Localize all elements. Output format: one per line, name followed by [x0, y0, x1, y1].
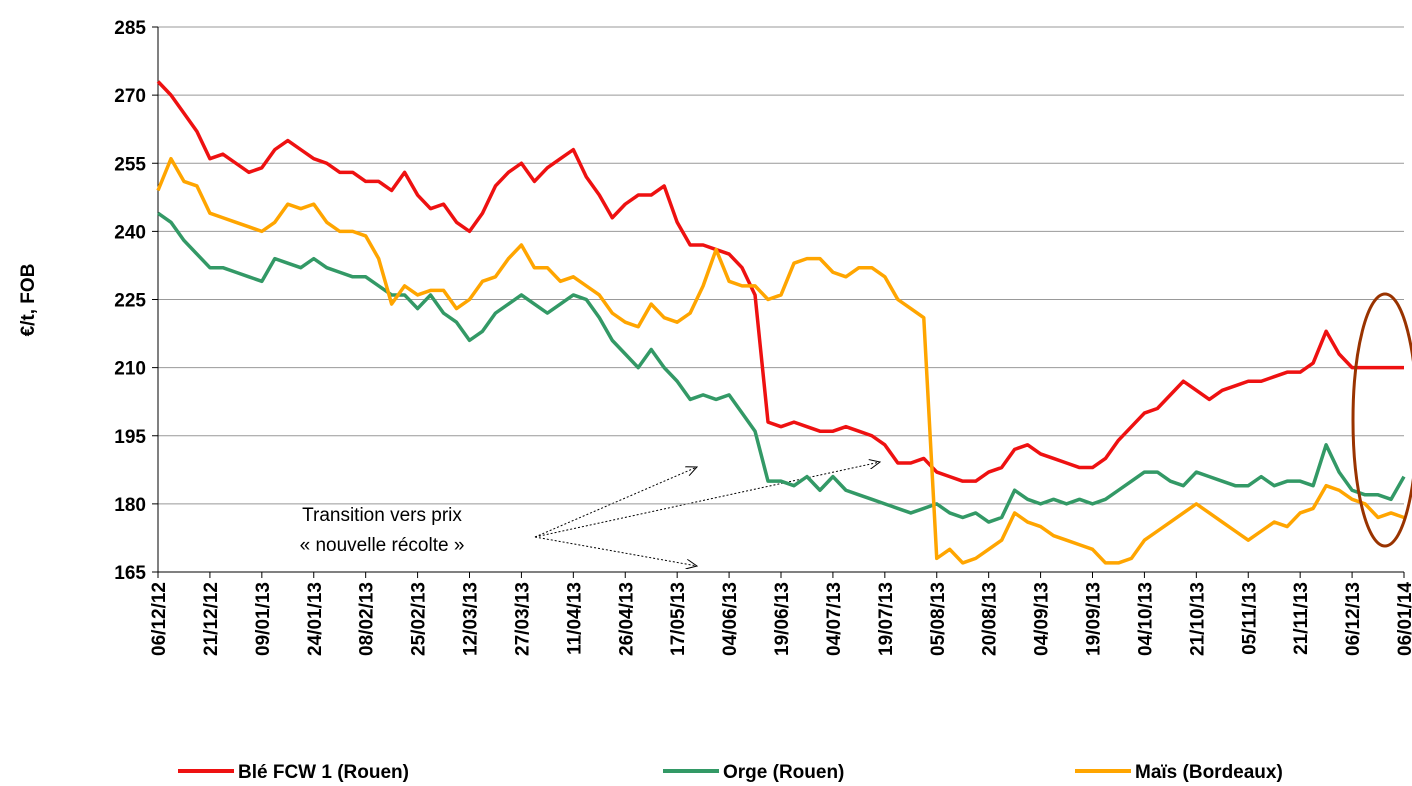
- x-tick-label: 11/04/13: [564, 582, 585, 655]
- x-tick-label: 04/07/13: [824, 582, 845, 656]
- x-tick-label: 06/12/12: [149, 582, 170, 656]
- y-tick-label: 240: [114, 222, 146, 243]
- x-tick-label: 17/05/13: [668, 582, 689, 656]
- x-tick-label: 08/02/13: [357, 582, 378, 656]
- x-tick-label: 26/04/13: [616, 582, 637, 656]
- x-tick-label: 12/03/13: [461, 582, 482, 656]
- x-tick-label: 19/09/13: [1084, 582, 1105, 656]
- x-tick-label: 20/08/13: [980, 582, 1001, 656]
- x-tick-label: 21/11/13: [1291, 582, 1312, 655]
- x-tick-label: 06/12/13: [1343, 582, 1364, 656]
- y-tick-label: 255: [114, 154, 146, 175]
- x-tick-label: 21/10/13: [1187, 582, 1208, 656]
- x-tick-label: 04/10/13: [1135, 582, 1156, 656]
- y-tick-label: 270: [114, 86, 146, 107]
- legend-label: Orge (Rouen): [723, 762, 844, 783]
- series-line: [156, 156, 1405, 565]
- x-tick-label: 21/12/12: [201, 582, 222, 656]
- x-tick-label: 05/08/13: [928, 582, 949, 656]
- highlight-ellipse: [1351, 292, 1412, 548]
- x-tick-label: 09/01/13: [253, 582, 274, 656]
- x-tick-label: 06/01/14: [1395, 582, 1412, 656]
- y-tick-label: 285: [114, 18, 146, 39]
- arrows: [534, 462, 880, 566]
- series-line: [156, 80, 1404, 483]
- annotation: Transition vers prix: [302, 505, 462, 526]
- x-tick-label: 24/01/13: [305, 582, 326, 656]
- y-tick-label: 210: [114, 359, 146, 380]
- legend-label: Maïs (Bordeaux): [1135, 762, 1283, 783]
- x-tick-label: 04/09/13: [1032, 582, 1053, 656]
- x-tick-label: 27/03/13: [512, 582, 533, 656]
- x-tick-label: 19/06/13: [772, 582, 793, 656]
- y-tick-label: 165: [114, 563, 146, 584]
- x-tick-label: 19/07/13: [876, 582, 897, 656]
- x-tick-label: 25/02/13: [409, 582, 430, 656]
- x-tick-label: 05/11/13: [1239, 582, 1260, 655]
- y-axis-label: €/t, FOB: [18, 264, 39, 337]
- series-line: [156, 211, 1406, 524]
- legend-label: Blé FCW 1 (Rouen): [238, 762, 409, 783]
- y-tick-label: 225: [114, 291, 146, 312]
- y-tick-label: 195: [114, 427, 146, 448]
- y-tick-label: 180: [114, 495, 146, 516]
- x-tick-label: 04/06/13: [720, 582, 741, 656]
- annotation: « nouvelle récolte »: [300, 535, 465, 556]
